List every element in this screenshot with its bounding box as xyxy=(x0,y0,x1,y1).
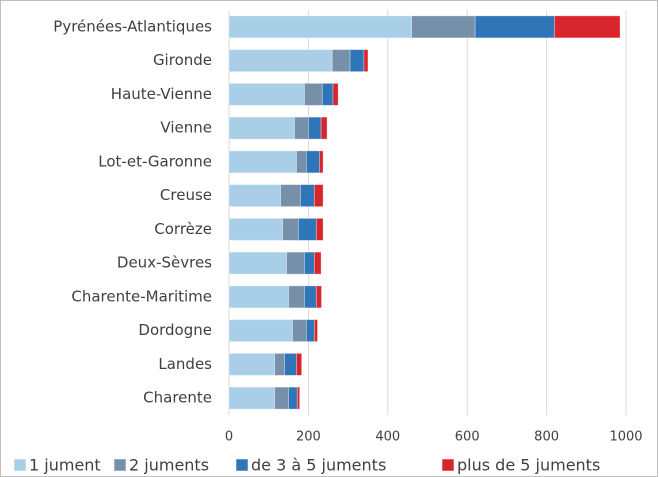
y-tick-label: Creuse xyxy=(160,186,212,204)
bar-segment xyxy=(228,217,283,241)
bar-segment xyxy=(321,82,334,106)
bar-segment xyxy=(280,184,301,208)
y-tick-label: Haute-Vienne xyxy=(111,85,212,103)
legend-swatch xyxy=(441,458,455,472)
bar-segment xyxy=(320,116,328,140)
bar-segment xyxy=(274,386,289,410)
bar-segment xyxy=(363,49,369,73)
bar-segment xyxy=(315,285,322,309)
y-tick-label: Lot-et-Garonne xyxy=(98,152,212,170)
bar-segment xyxy=(228,352,276,376)
bar-segment xyxy=(306,150,320,174)
bar-segment xyxy=(296,150,307,174)
bar-segment xyxy=(332,82,339,106)
y-tick-label: Charente-Maritime xyxy=(71,287,212,305)
legend-label: plus de 5 juments xyxy=(457,456,600,475)
bar-segment xyxy=(228,184,282,208)
bar-segment xyxy=(331,49,351,73)
bar-segment xyxy=(298,217,317,241)
bar-segment xyxy=(228,82,305,106)
bar-segment xyxy=(292,319,307,343)
bar-segment xyxy=(294,116,309,140)
x-tick-label: 400 xyxy=(375,430,400,445)
bar-segment xyxy=(282,217,299,241)
bar-segment xyxy=(319,150,324,174)
bar-segment xyxy=(228,386,276,410)
bar-segment xyxy=(304,82,323,106)
bar-segment xyxy=(315,217,324,241)
bar-segment xyxy=(286,251,305,275)
bar-segment xyxy=(313,319,318,343)
x-tick-label: 0 xyxy=(225,430,233,445)
y-tick-label: Charente xyxy=(143,389,212,407)
bar-segment xyxy=(228,251,287,275)
bar-segment xyxy=(304,251,315,275)
legend-swatch xyxy=(235,458,249,472)
bar-segment xyxy=(228,116,295,140)
x-tick-label: 1000 xyxy=(609,430,642,445)
bar-segment xyxy=(307,116,322,140)
bar-segment xyxy=(228,285,289,309)
y-tick-label: Pyrénées-Atlantiques xyxy=(53,17,212,35)
bar-segment xyxy=(228,49,333,73)
y-tick-label: Deux-Sèvres xyxy=(117,254,212,272)
x-tick-label: 800 xyxy=(534,430,559,445)
legend-label: 2 juments xyxy=(129,456,209,475)
bar-segment xyxy=(304,285,317,309)
y-tick-label: Landes xyxy=(158,355,212,373)
y-tick-label: Corrèze xyxy=(154,220,212,238)
y-tick-label: Gironde xyxy=(153,51,212,69)
bar-segment xyxy=(274,352,285,376)
bar-segment xyxy=(554,15,621,39)
x-tick-label: 600 xyxy=(455,430,480,445)
bar-segment xyxy=(284,352,297,376)
bar-segment xyxy=(296,386,301,410)
bar-segment xyxy=(313,184,324,208)
legend-swatch xyxy=(13,458,27,472)
legend-label: de 3 à 5 juments xyxy=(251,456,386,475)
bar-segment xyxy=(288,386,298,410)
bar-segment xyxy=(228,15,413,39)
bar-segment xyxy=(411,15,476,39)
legend-label: 1 jument xyxy=(29,456,101,475)
bar-segment xyxy=(296,352,303,376)
x-tick-label: 200 xyxy=(296,430,321,445)
bar-segment xyxy=(228,150,297,174)
bar-segment xyxy=(349,49,365,73)
bar-segment xyxy=(288,285,305,309)
y-tick-label: Dordogne xyxy=(138,321,212,339)
legend-swatch xyxy=(113,458,127,472)
bar-segment xyxy=(313,251,322,275)
y-tick-label: Vienne xyxy=(160,119,212,137)
bar-segment xyxy=(306,319,315,343)
bar-segment xyxy=(228,319,293,343)
bar-segment xyxy=(474,15,555,39)
bar-segment xyxy=(300,184,315,208)
